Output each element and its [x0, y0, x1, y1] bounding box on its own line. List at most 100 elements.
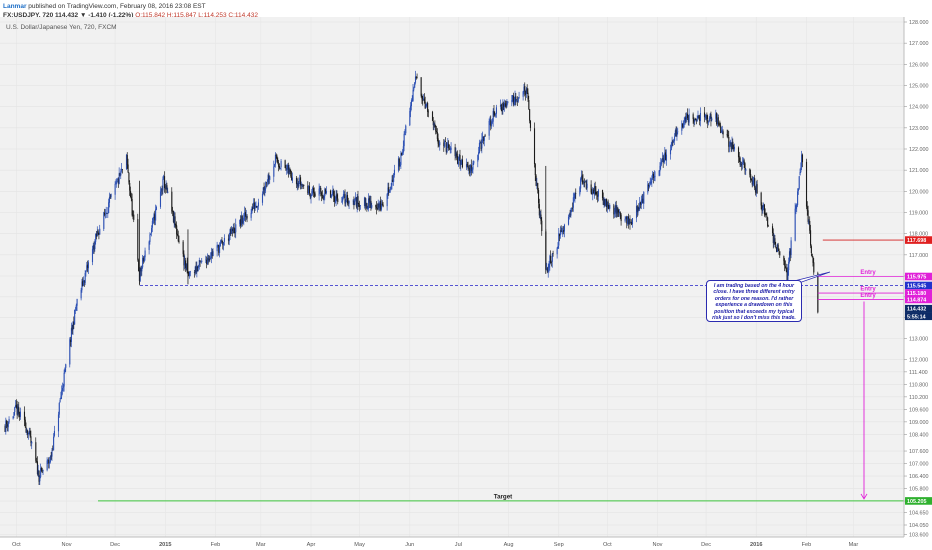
stop-price-tag-bg: [905, 236, 932, 244]
candle-body: [402, 146, 404, 153]
candle-body: [799, 172, 801, 176]
candle-body: [298, 183, 300, 187]
candle-body: [603, 198, 605, 205]
candle-body: [322, 196, 324, 199]
candle-body: [57, 414, 60, 432]
candle-body: [313, 192, 315, 194]
price-tick-label: 107.600: [909, 449, 929, 455]
candle-body: [358, 204, 360, 207]
candle-body: [742, 160, 744, 164]
candle-body: [631, 218, 634, 225]
candle-body: [332, 190, 334, 194]
candle-body: [309, 194, 311, 198]
time-tick-label: Sep: [554, 542, 564, 548]
candle-body: [766, 215, 768, 218]
candle-body: [244, 212, 247, 217]
candle-body: [120, 171, 122, 176]
candle-body: [359, 205, 362, 207]
candle-body: [355, 197, 357, 200]
candle-body: [75, 305, 77, 310]
candle-body: [155, 209, 157, 221]
time-tick-label: Oct: [12, 542, 21, 548]
candle-body: [14, 407, 16, 413]
candle-body: [728, 136, 730, 147]
candle-body: [605, 199, 607, 206]
time-axis[interactable]: Oct Nov Dec 2015 Feb Mar Apr May Jun Jul Aug Sep Oct…: [0, 536, 904, 548]
candle-body: [708, 121, 710, 123]
support-price-tag-bg: [905, 281, 932, 290]
candle-body: [114, 183, 116, 195]
candle-body: [366, 203, 368, 209]
candle-body: [749, 168, 751, 175]
candle-body: [683, 121, 685, 123]
candle-body: [325, 189, 327, 193]
candle-body: [494, 114, 496, 116]
candle-body: [255, 205, 257, 208]
candle-body: [491, 121, 493, 123]
candle-body: [287, 165, 289, 170]
candle-body: [197, 265, 200, 268]
time-tick-label: 2016: [750, 542, 762, 548]
candle-body: [176, 233, 179, 236]
candle-body: [422, 99, 424, 101]
candle-body: [337, 198, 339, 203]
candle-body: [805, 161, 808, 207]
candle-body: [15, 404, 17, 407]
author-link[interactable]: Lanmar: [3, 3, 27, 10]
candle-body: [118, 173, 120, 184]
candle-body: [312, 187, 314, 191]
candle-body: [427, 111, 430, 113]
candle-body: [458, 155, 460, 161]
candle-body: [797, 188, 799, 191]
candle-body: [261, 193, 264, 203]
candle-body: [613, 205, 615, 215]
candle-body: [48, 460, 50, 464]
candle-body: [539, 214, 541, 216]
candle-body: [303, 184, 305, 186]
price-tick-label: 106.400: [909, 474, 929, 480]
candle-body: [130, 196, 132, 199]
candle-body: [296, 183, 298, 185]
candle-body: [19, 411, 21, 418]
time-tick-label: Apr: [307, 542, 316, 548]
candle-body: [222, 242, 224, 246]
candle-body: [482, 136, 485, 141]
candle-body: [761, 204, 763, 211]
publish-text: published on TradingView.com, February 0…: [26, 3, 206, 10]
candle-body: [811, 253, 813, 257]
candle-body: [99, 228, 101, 235]
candle-body: [143, 256, 145, 262]
price-tick-label: 127.000: [909, 41, 929, 47]
candle-body: [274, 164, 276, 167]
candle-body: [570, 209, 572, 216]
candle-body: [495, 114, 497, 116]
entry1-price-tag-bg: [905, 272, 932, 281]
candle-body: [129, 182, 131, 191]
candle-body: [533, 128, 536, 165]
candle-body: [299, 178, 301, 183]
candle-body: [95, 233, 98, 237]
time-tick-label: Mar: [849, 542, 859, 548]
candle-body: [377, 204, 379, 209]
candle-body: [131, 199, 133, 216]
candle-body: [556, 248, 558, 255]
candle-body: [153, 214, 155, 219]
candle-body: [696, 118, 698, 121]
candle-body: [705, 115, 707, 116]
candle-body: [359, 206, 361, 207]
candle-body: [188, 272, 190, 276]
candle-body: [231, 228, 234, 231]
candle-body: [15, 405, 17, 408]
candle-body: [117, 179, 119, 181]
candle-body: [434, 123, 436, 128]
candle-body: [800, 167, 802, 172]
candle-body: [166, 185, 168, 193]
candle-body: [98, 233, 100, 235]
candle-body: [773, 238, 775, 243]
candle-body: [522, 91, 524, 97]
candle-body: [470, 165, 472, 171]
candle-body: [661, 160, 663, 164]
candle-body: [404, 134, 406, 135]
candle-body: [201, 260, 203, 263]
